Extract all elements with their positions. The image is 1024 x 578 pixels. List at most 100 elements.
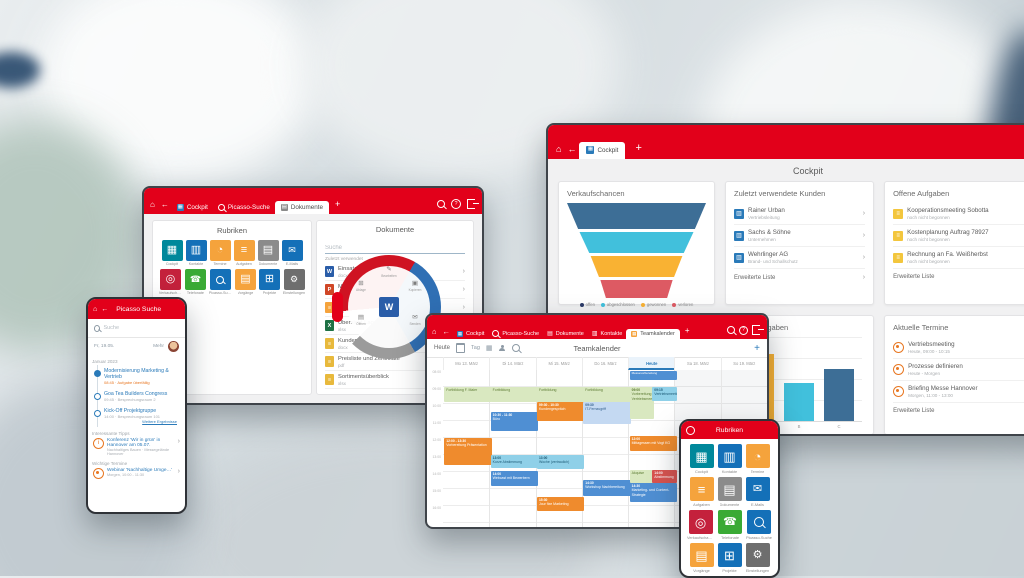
timeline-item[interactable]: Kick-Off Projektgruppe 14:00 · Besprechu… (92, 405, 181, 427)
day-header[interactable]: Di 14. März (489, 357, 535, 370)
search-icon[interactable] (437, 200, 445, 208)
tab-cockpit[interactable]: ▦ Cockpit (579, 142, 626, 159)
tile-projekte[interactable]: ⊞ Projekte (717, 543, 742, 573)
back-icon[interactable]: ← (442, 326, 451, 336)
back-icon[interactable]: ← (160, 200, 169, 209)
calendar-event[interactable]: 09:30 - 10:30 Kundengespräch (536, 402, 585, 421)
tile-telefonate[interactable]: ☎ Telefonate (184, 269, 206, 295)
extended-list-link[interactable]: Erweiterte Liste (325, 388, 465, 394)
task-list-item[interactable]: ≡ Rechnung an Fa. Weißherbst noch nicht b… (893, 247, 1024, 269)
add-tab-icon[interactable]: + (635, 142, 642, 154)
appointment-list-item[interactable]: Briefing Messe Hannover Morgen, 11:00 - 1… (893, 381, 1024, 403)
calendar-event[interactable]: 09:15Vertriebsmeeting (652, 387, 678, 401)
calendar-event[interactable]: 10:30 - 11:30 Büro (490, 412, 539, 431)
extended-list-link[interactable]: Erweiterte Liste (893, 274, 935, 280)
radial-action-oeffnen[interactable]: ▤ Öffnen (349, 314, 373, 325)
tile-dokumente[interactable]: ▤ Dokumente (257, 240, 279, 266)
day-view-button[interactable]: Tag (471, 345, 480, 351)
calendar-event[interactable]: 15:30 Jour fixe Marketing (536, 497, 585, 511)
bar-c[interactable] (824, 369, 855, 421)
tab-cockpit[interactable]: ▦ Cockpit (172, 201, 213, 214)
calendar-event[interactable]: 09:30 IT-Fernzugriff (583, 402, 631, 424)
grid-view-icon[interactable]: ▦ (485, 344, 493, 352)
customer-list-item[interactable]: ▥ Wehrlinger AG Brand- und Schallschutz › (734, 247, 866, 269)
bar-b[interactable] (784, 383, 815, 421)
calendar-event[interactable]: 12:00 - 13:30 Vorbereitung Präsentation (444, 438, 492, 465)
radial-menu-handle[interactable] (332, 292, 343, 322)
tab-picasso-suche[interactable]: Picasso-Suche (213, 201, 275, 214)
calendar-event[interactable]: 13:00 Woche (vertraulich) (536, 455, 585, 469)
search-icon[interactable] (727, 326, 735, 334)
customer-list-item[interactable]: ▥ Rainer Urban Vertriebsleitung › (734, 203, 866, 225)
funnel-segment-verloren[interactable] (600, 280, 673, 298)
tile-emails[interactable]: ✉ E-Mails (281, 240, 303, 266)
funnel-segment-gewonnen[interactable] (590, 256, 683, 277)
tile-telefonate[interactable]: ☎ Telefonate (718, 510, 743, 540)
tip-item[interactable]: i Konferenz 'Wir in grün' in Hannover am… (88, 437, 185, 457)
tile-termine[interactable]: ◔ Termine (745, 444, 770, 474)
home-icon[interactable]: ⌂ (556, 144, 562, 154)
tile-emails[interactable]: ✉ E-Mails (745, 477, 770, 507)
tile-vorgaenge[interactable]: ▤ Vorgänge (689, 543, 714, 573)
avatar[interactable] (168, 341, 179, 352)
calendar-event[interactable]: 14:30 Marketing- und Content-Strategie (629, 483, 678, 502)
tab-cockpit[interactable]: ▦ Cockpit (457, 330, 485, 337)
calendar-event[interactable]: 14:30 Workshop Nachbereitung (583, 480, 631, 496)
calendar-event[interactable]: 13:00 Kurze Abstimmung (490, 455, 539, 468)
tile-picasso-suche[interactable]: Picasso-Suche (746, 510, 772, 540)
back-icon[interactable]: ← (101, 305, 109, 313)
radial-action-kopieren[interactable]: ▣ Kopieren (403, 280, 427, 291)
customer-list-item[interactable]: ▥ Sachs & Söhne Unternehmen › (734, 225, 866, 247)
picasso-search-input[interactable] (103, 323, 179, 333)
help-icon[interactable]: ? (739, 325, 748, 335)
radial-action-bearbeiten[interactable]: ✎ Bearbeiten (377, 266, 401, 277)
calendar-event[interactable]: 14:00 Webcast mit Bewerbern (490, 471, 539, 486)
calendar-view-icon[interactable] (456, 343, 466, 353)
funnel-segment-abgeschlossen[interactable] (579, 232, 694, 253)
calendar-event[interactable]: Fortbildung (490, 387, 539, 402)
day-header-today[interactable]: Heute (628, 357, 675, 370)
allday-event[interactable]: Messevorbereitung (629, 371, 678, 380)
tile-einstellungen[interactable]: ⚙ Einstellungen (283, 269, 305, 295)
calendar-event[interactable]: Fortbildung F. Maier (444, 387, 492, 402)
home-icon[interactable]: ⌂ (150, 200, 155, 209)
calendar-event[interactable]: Fortbildung (536, 387, 585, 402)
tile-verkaufschancen[interactable]: ◎Verkaufschancen (687, 510, 714, 540)
logout-icon[interactable] (752, 325, 764, 335)
tile-kontakte[interactable]: ▥ Kontakte (717, 444, 742, 474)
day-header[interactable]: Mo 13. März (443, 357, 489, 370)
calendar-event[interactable]: Fortbildung (583, 387, 631, 402)
help-icon[interactable]: ? (451, 199, 461, 209)
document-search-input[interactable] (325, 243, 465, 254)
add-appointment-button[interactable]: + (754, 342, 760, 354)
extended-list-link[interactable]: Erweiterte Liste › (734, 274, 866, 281)
tab-picasso-suche[interactable]: Picasso-Suche (488, 328, 543, 339)
tile-aufgaben[interactable]: ≡ Aufgaben (689, 477, 714, 507)
day-header[interactable]: Sa 18. März (674, 357, 720, 370)
tile-dokumente[interactable]: ▤ Dokumente (717, 477, 742, 507)
tile-termine[interactable]: ◔ Termine (209, 240, 231, 266)
tab-kontakte[interactable]: ▥ Kontakte (591, 330, 623, 338)
participants-icon[interactable] (499, 344, 506, 352)
tile-vorgaenge[interactable]: ▤ Vorgänge (234, 269, 256, 295)
tab-dokumente[interactable]: ▤ Dokumente (547, 330, 584, 338)
today-button[interactable]: Heute (434, 345, 451, 351)
task-list-item[interactable]: ≡ Kostenplanung Auftrag 78927 noch nicht … (893, 225, 1024, 247)
appointment-list-item[interactable]: Prozesse definieren Heute - Morgen (893, 359, 1024, 381)
tile-aufgaben[interactable]: ≡ Aufgaben (233, 240, 255, 266)
calendar-search-icon[interactable] (511, 344, 520, 352)
day-header[interactable]: Mi 15. März (535, 357, 582, 370)
timeline-item[interactable]: Modernisierung Marketing & Vertrieb 08:4… (92, 365, 181, 388)
more-link[interactable]: Mehr (153, 344, 164, 349)
appointment-list-item[interactable]: Vertriebsmeeting Heute, 09:00 - 10:15 (893, 337, 1024, 359)
radial-action-ablage[interactable]: ⊞ Ablage (349, 280, 373, 291)
tile-picasso-suche[interactable]: Picasso-Suche (209, 269, 232, 295)
date-item[interactable]: Webinar 'Nachhaltige Umge…' Morgen, 10:0… (88, 467, 185, 480)
tile-cockpit[interactable]: ▦ Cockpit (161, 240, 183, 266)
tile-verkaufschancen[interactable]: ◎Verkaufschancen (159, 269, 182, 295)
logout-icon[interactable] (467, 199, 479, 209)
tile-cockpit[interactable]: ▦ Cockpit (689, 444, 714, 474)
tile-kontakte[interactable]: ▥ Kontakte (185, 240, 207, 266)
tab-dokumente[interactable]: ▤ Dokumente (274, 201, 330, 214)
